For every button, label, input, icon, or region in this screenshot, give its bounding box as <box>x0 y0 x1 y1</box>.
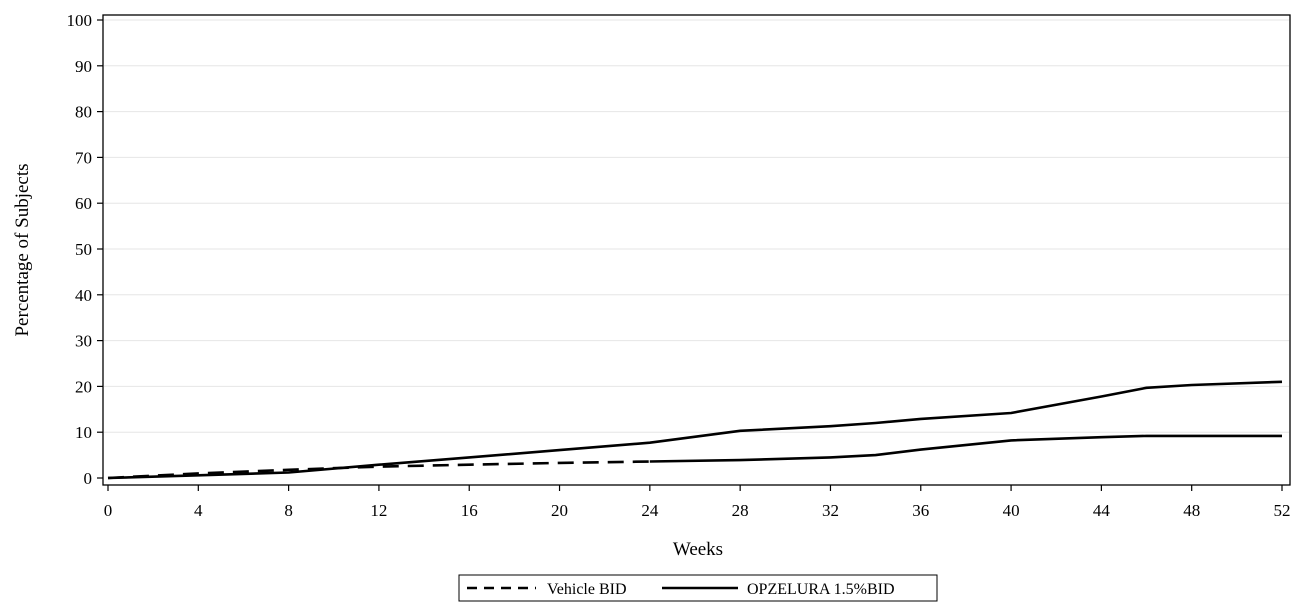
legend-label-vehicle: Vehicle BID <box>547 581 627 598</box>
y-tick-label-3: 30 <box>75 332 92 351</box>
y-tick-label-8: 80 <box>75 103 92 122</box>
y-tick-label-4: 40 <box>75 286 92 305</box>
y-tick-label-7: 70 <box>75 148 92 167</box>
series-lines <box>107 380 1283 480</box>
x-axis: 0 4 8 12 16 20 24 28 32 36 40 44 48 52 <box>104 485 1291 520</box>
x-tick-label-0: 0 <box>104 501 113 520</box>
y-tick-label-10: 100 <box>67 11 93 30</box>
series-line-1 <box>107 380 1283 480</box>
legend-label-opzelura: OPZELURA 1.5%BID <box>747 581 895 598</box>
x-tick-label-6: 24 <box>641 501 659 520</box>
y-axis-title: Percentage of Subjects <box>12 163 33 336</box>
x-tick-label-3: 12 <box>370 501 387 520</box>
x-tick-label-1: 4 <box>194 501 203 520</box>
y-tick-label-0: 0 <box>84 469 93 488</box>
x-tick-label-9: 36 <box>912 501 929 520</box>
series-line-2 <box>649 434 1282 463</box>
y-tick-label-5: 50 <box>75 240 92 259</box>
x-tick-label-5: 20 <box>551 501 568 520</box>
gridlines <box>104 19 1289 433</box>
y-tick-label-9: 90 <box>75 57 92 76</box>
x-tick-label-8: 32 <box>822 501 839 520</box>
series-line-0 <box>107 460 650 480</box>
x-tick-label-13: 52 <box>1274 501 1291 520</box>
x-axis-title: Weeks <box>673 539 723 560</box>
y-tick-label-1: 10 <box>75 423 92 442</box>
x-tick-label-2: 8 <box>284 501 293 520</box>
y-tick-label-2: 20 <box>75 377 92 396</box>
x-tick-label-11: 44 <box>1093 501 1111 520</box>
y-tick-label-6: 60 <box>75 194 92 213</box>
plot-area-frame <box>102 14 1291 486</box>
legend: Vehicle BID OPZELURA 1.5%BID <box>458 574 938 602</box>
y-axis: 0 10 20 30 40 50 60 70 80 90 100 <box>67 11 103 488</box>
x-tick-label-7: 28 <box>732 501 749 520</box>
x-tick-label-12: 48 <box>1183 501 1200 520</box>
x-tick-label-10: 40 <box>1003 501 1020 520</box>
x-tick-label-4: 16 <box>461 501 478 520</box>
